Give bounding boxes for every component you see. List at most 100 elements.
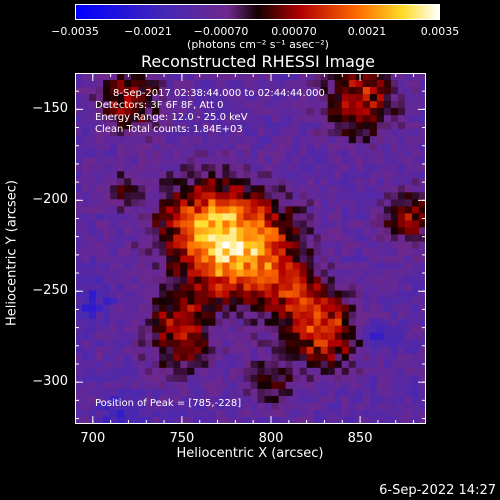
heatmap-cell [173, 73, 181, 81]
heatmap-cell [383, 171, 392, 179]
heatmap-cell [243, 178, 252, 186]
heatmap-cell [89, 129, 97, 137]
heatmap-cell [173, 101, 181, 109]
heatmap-cell [397, 269, 406, 278]
heatmap-cell [320, 304, 329, 313]
heatmap-cell [145, 115, 153, 123]
heatmap-cell [383, 395, 392, 404]
heatmap-cell [355, 101, 364, 109]
heatmap-cell [257, 213, 266, 222]
heatmap-cell [180, 206, 188, 214]
heatmap-cell [320, 346, 329, 355]
heatmap-cell [411, 101, 420, 109]
y-tick-label: −300 [32, 374, 68, 390]
heatmap-cell [348, 101, 357, 109]
heatmap-cell [341, 206, 350, 214]
heatmap-cell [131, 129, 139, 137]
heatmap-cell [173, 94, 181, 102]
heatmap-cell [138, 304, 146, 313]
heatmap-cell [208, 73, 216, 81]
heatmap-cell [404, 304, 413, 313]
heatmap-cell [103, 87, 111, 95]
heatmap-cell [355, 374, 364, 383]
heatmap-cell [334, 381, 343, 390]
heatmap-cell [376, 276, 385, 285]
heatmap-cell [194, 388, 202, 397]
heatmap-cell [355, 157, 364, 165]
heatmap-cell [327, 318, 336, 327]
heatmap-cell [376, 143, 385, 151]
heatmap-cell [369, 150, 378, 158]
heatmap-cell [145, 395, 153, 404]
heatmap-cell [75, 206, 83, 214]
heatmap-cell [292, 234, 301, 243]
heatmap-cell [180, 234, 188, 243]
annotation-peak: Position of Peak = [785,-228] [95, 398, 242, 409]
heatmap-cell [250, 108, 259, 116]
heatmap-cell [166, 94, 174, 102]
heatmap-cell [89, 262, 97, 271]
heatmap-cell [229, 290, 238, 299]
heatmap-cell [250, 185, 259, 193]
heatmap-cell [334, 416, 343, 424]
heatmap-cell [222, 353, 231, 362]
heatmap-cell [278, 87, 287, 95]
heatmap-cell [411, 318, 420, 327]
heatmap-cell [334, 129, 343, 137]
heatmap-cell [250, 157, 259, 165]
heatmap-cell [341, 332, 350, 341]
heatmap-cell [404, 178, 413, 186]
heatmap-cell [334, 220, 343, 229]
heatmap-cell [376, 185, 385, 193]
heatmap-cell [306, 136, 315, 144]
heatmap-cell [404, 255, 413, 264]
colorbar [75, 4, 440, 20]
heatmap-cell [306, 255, 315, 264]
heatmap-cell [201, 122, 209, 130]
heatmap-cell [201, 80, 209, 88]
heatmap-cell [75, 248, 83, 257]
heatmap-cell [250, 381, 259, 390]
heatmap-cell [306, 269, 315, 278]
heatmap-cell [376, 255, 385, 264]
heatmap-cell [411, 234, 420, 243]
heatmap-cell [75, 318, 83, 327]
heatmap-cell [397, 108, 406, 116]
heatmap-cell [96, 178, 104, 186]
heatmap-cell [243, 108, 252, 116]
heatmap-cell [292, 262, 301, 271]
heatmap-cell [369, 339, 378, 348]
heatmap-cell [299, 178, 308, 186]
heatmap-cell [229, 143, 238, 151]
heatmap-cell [187, 381, 195, 390]
heatmap-cell [208, 108, 216, 116]
heatmap-cell [299, 248, 308, 257]
heatmap-cell [264, 381, 273, 390]
heatmap-cell [327, 143, 336, 151]
heatmap-cell [75, 311, 83, 320]
heatmap-cell [404, 213, 413, 222]
colorbar-tick-label: 0.00070 [271, 25, 317, 38]
heatmap-cell [117, 346, 125, 355]
heatmap-cell [376, 248, 385, 257]
heatmap-cell [124, 339, 132, 348]
heatmap-cell [75, 192, 83, 200]
heatmap-cell [159, 213, 167, 222]
heatmap-plot [75, 73, 426, 424]
heatmap-cell [194, 402, 202, 411]
heatmap-cell [110, 108, 118, 116]
heatmap-cell [355, 255, 364, 264]
heatmap-cell [292, 388, 301, 397]
heatmap-cell [180, 346, 188, 355]
heatmap-cell [187, 143, 195, 151]
heatmap-cell [75, 241, 83, 250]
heatmap-cell [187, 346, 195, 355]
heatmap-cell [313, 234, 322, 243]
heatmap-cell [362, 220, 371, 229]
heatmap-cell [278, 227, 287, 236]
heatmap-cell [243, 150, 252, 158]
heatmap-cell [152, 80, 160, 88]
heatmap-cell [173, 206, 181, 214]
heatmap-cell [110, 115, 118, 123]
heatmap-cell [411, 339, 420, 348]
